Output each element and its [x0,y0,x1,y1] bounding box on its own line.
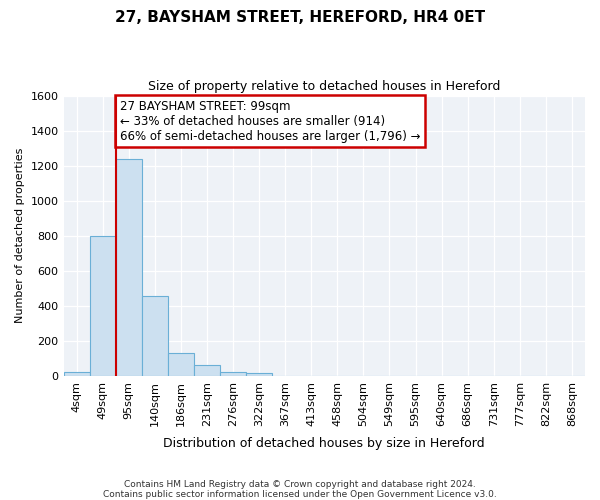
Text: Contains public sector information licensed under the Open Government Licence v3: Contains public sector information licen… [103,490,497,499]
Text: 27, BAYSHAM STREET, HEREFORD, HR4 0ET: 27, BAYSHAM STREET, HEREFORD, HR4 0ET [115,10,485,25]
Text: 27 BAYSHAM STREET: 99sqm
← 33% of detached houses are smaller (914)
66% of semi-: 27 BAYSHAM STREET: 99sqm ← 33% of detach… [119,100,420,143]
Bar [220,372,246,376]
Bar [116,158,142,376]
Text: Contains HM Land Registry data © Crown copyright and database right 2024.: Contains HM Land Registry data © Crown c… [124,480,476,489]
Bar [142,296,168,376]
Bar [246,374,272,376]
X-axis label: Distribution of detached houses by size in Hereford: Distribution of detached houses by size … [163,437,485,450]
Title: Size of property relative to detached houses in Hereford: Size of property relative to detached ho… [148,80,500,93]
Bar [168,353,194,376]
Bar [89,236,116,376]
Bar [194,365,220,376]
Y-axis label: Number of detached properties: Number of detached properties [15,148,25,324]
Bar [64,372,89,376]
